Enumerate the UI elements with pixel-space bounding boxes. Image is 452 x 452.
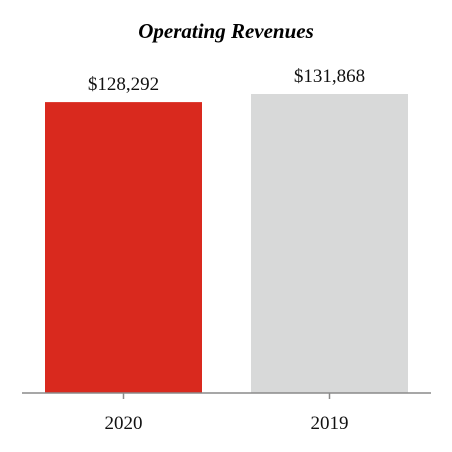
data-label-2020: $128,292 (88, 74, 159, 95)
bar-2019 (251, 94, 408, 393)
chart-title: Operating Revenues (138, 19, 314, 43)
bar-2020 (45, 102, 202, 394)
data-label-2019: $131,868 (294, 66, 365, 87)
x-tick-label-2019: 2019 (311, 413, 349, 434)
x-tick-label-2020: 2020 (105, 413, 143, 434)
